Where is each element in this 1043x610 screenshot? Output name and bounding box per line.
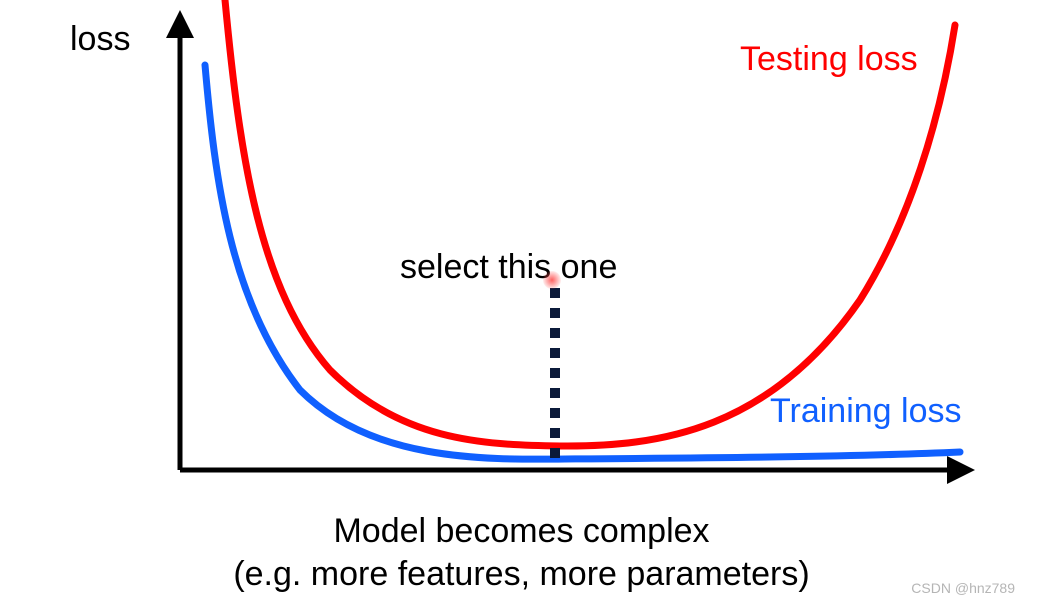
highlight-dot-icon	[543, 271, 561, 289]
select-annotation: select this one	[400, 248, 617, 287]
y-axis-label: loss	[70, 20, 130, 59]
x-axis-caption-line1: Model becomes complex	[0, 512, 1043, 551]
training-loss-label: Training loss	[770, 392, 961, 431]
testing-loss-label: Testing loss	[740, 40, 918, 79]
x-axis-caption-line2: (e.g. more features, more parameters)	[0, 555, 1043, 594]
watermark: CSDN @hnz789	[911, 580, 1015, 596]
